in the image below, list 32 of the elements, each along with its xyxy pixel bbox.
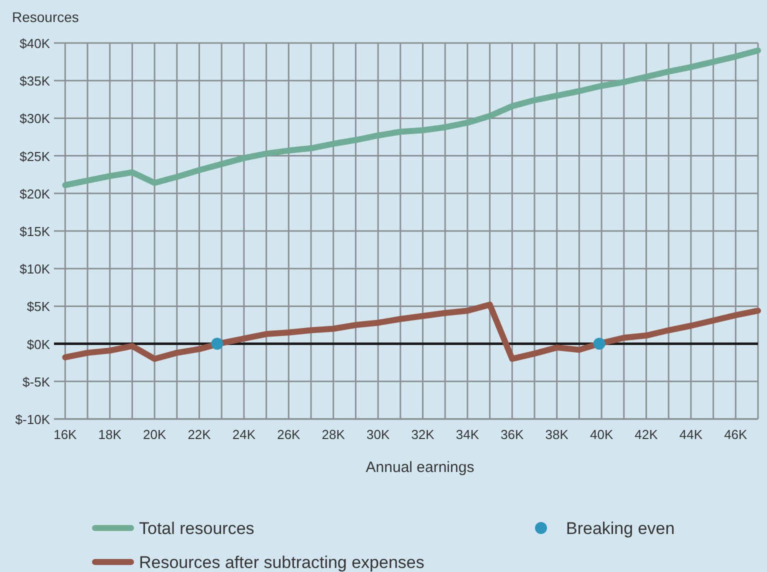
x-tick-label: 20K <box>143 427 166 442</box>
x-tick-label: 42K <box>634 427 658 442</box>
y-axis-title: Resources <box>12 9 79 25</box>
x-tick-label: 40K <box>590 427 614 442</box>
x-tick-label: 28K <box>322 427 346 442</box>
y-tick-label: $35K <box>20 74 50 89</box>
y-tick-label: $30K <box>20 111 50 126</box>
y-tick-label: $25K <box>20 148 50 164</box>
x-tick-label: 16K <box>54 427 78 442</box>
x-tick-label: 22K <box>188 427 212 442</box>
x-tick-label: 44K <box>679 427 703 442</box>
x-tick-label: 36K <box>500 427 524 442</box>
x-axis-title: Annual earnings <box>366 459 474 476</box>
x-tick-label: 46K <box>724 427 748 442</box>
x-tick-label: 34K <box>456 427 480 442</box>
y-tick-label: $-10K <box>15 412 50 427</box>
x-tick-label: 30K <box>366 427 390 442</box>
x-tick-label: 32K <box>411 427 435 442</box>
legend-label: Resources after subtracting expenses <box>139 553 424 572</box>
y-tick-label: $10K <box>20 262 50 277</box>
legend-label: Breaking even <box>566 519 675 538</box>
x-tick-label: 24K <box>232 427 256 442</box>
y-tick-label: $20K <box>20 186 50 202</box>
legend-label: Total resources <box>139 519 254 538</box>
y-tick-label: $0K <box>26 336 50 352</box>
y-tick-label: $15K <box>20 224 50 239</box>
x-tick-label: 18K <box>98 427 122 442</box>
y-tick-label: $-5K <box>22 374 50 390</box>
y-tick-label: $40K <box>20 36 50 51</box>
y-tick-label: $5K <box>26 299 50 314</box>
x-tick-label: 38K <box>545 427 569 442</box>
x-tick-label: 26K <box>277 427 301 442</box>
